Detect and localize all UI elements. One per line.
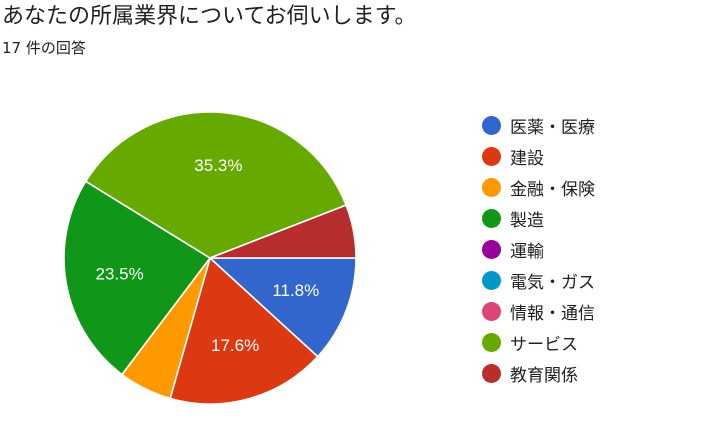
legend-item-0[interactable]: 医薬・医療 <box>482 110 595 141</box>
slice-label-3: 23.5% <box>95 264 143 283</box>
legend-label: サービス <box>510 335 578 355</box>
chart-legend: 医薬・医療建設金融・保険製造運輸電気・ガス情報・通信サービス教育関係 <box>482 110 595 389</box>
pie-slice-0[interactable] <box>207 257 357 358</box>
pie-slice-1[interactable] <box>169 256 319 405</box>
legend-item-5[interactable]: 電気・ガス <box>482 265 595 296</box>
legend-label: 情報・通信 <box>510 304 595 324</box>
pie-slice-8[interactable] <box>209 204 357 259</box>
legend-label: 電気・ガス <box>510 273 595 293</box>
legend-item-7[interactable]: サービス <box>482 327 595 358</box>
legend-swatch <box>482 116 501 135</box>
legend-label: 教育関係 <box>510 366 578 386</box>
chart-title: あなたの所属業界についてお伺いします。 <box>2 4 417 29</box>
slice-label-1: 17.6% <box>211 336 259 355</box>
slice-label-0: 11.8% <box>272 281 319 300</box>
legend-swatch <box>482 147 501 166</box>
legend-item-3[interactable]: 製造 <box>482 203 595 234</box>
legend-label: 医薬・医療 <box>510 118 595 138</box>
legend-swatch <box>482 240 501 259</box>
legend-label: 金融・保険 <box>510 180 595 200</box>
response-count: 17 件の回答 <box>2 39 86 57</box>
legend-label: 建設 <box>510 149 544 169</box>
legend-item-6[interactable]: 情報・通信 <box>482 296 595 327</box>
legend-label: 運輸 <box>510 242 544 262</box>
legend-item-1[interactable]: 建設 <box>482 141 595 172</box>
pie-slice-3[interactable] <box>63 180 212 376</box>
legend-swatch <box>482 209 501 228</box>
legend-swatch <box>482 271 501 290</box>
legend-swatch <box>482 178 501 197</box>
legend-label: 製造 <box>510 211 544 231</box>
slice-label-7: 35.3% <box>194 156 242 175</box>
pie-slice-7[interactable] <box>84 111 348 259</box>
legend-swatch <box>482 302 501 321</box>
legend-item-4[interactable]: 運輸 <box>482 234 595 265</box>
legend-item-8[interactable]: 教育関係 <box>482 358 595 389</box>
legend-item-2[interactable]: 金融・保険 <box>482 172 595 203</box>
legend-swatch <box>482 333 501 352</box>
legend-swatch <box>482 364 501 383</box>
